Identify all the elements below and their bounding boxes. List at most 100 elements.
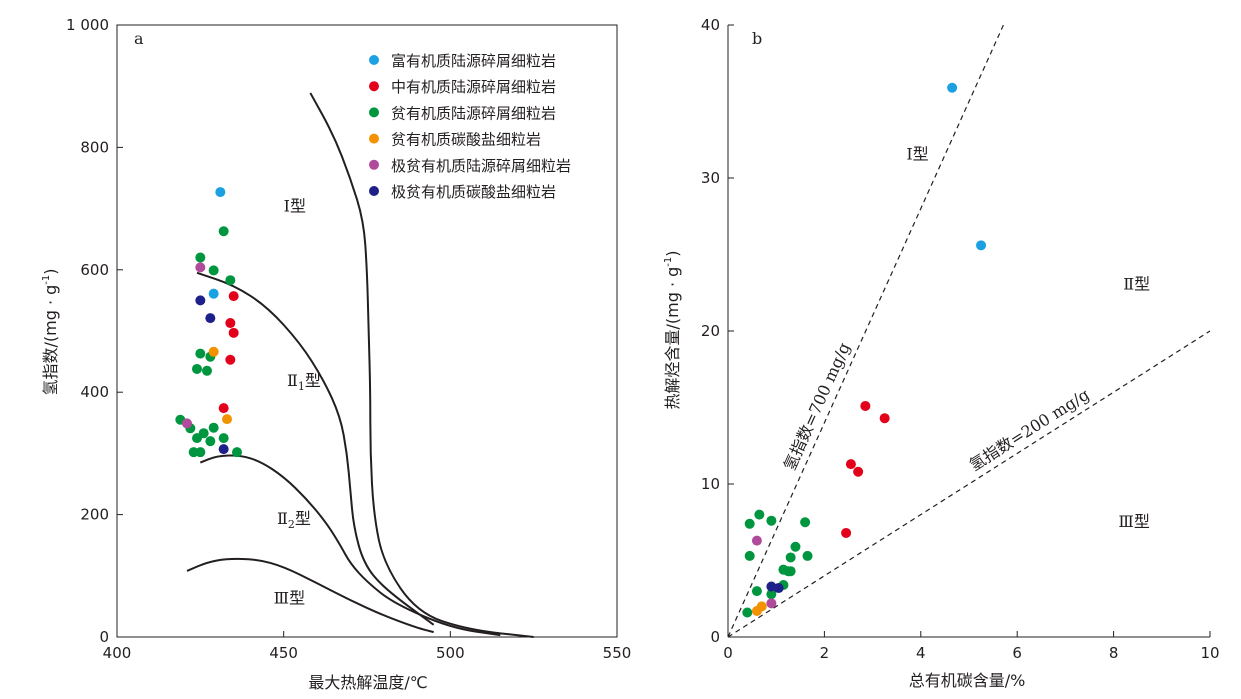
data-point	[222, 414, 232, 425]
panel-a-x-tick-label: 550	[603, 644, 632, 662]
data-point	[205, 436, 216, 447]
hi-line-label: 氢指数=700 mg/g	[780, 340, 854, 474]
data-point	[790, 541, 801, 552]
data-point	[766, 589, 777, 600]
data-point	[192, 363, 202, 374]
panel-a-letter: a	[134, 29, 144, 48]
panel-b-x-tick-label: 4	[916, 644, 926, 662]
legend-label: 贫有机质碳酸盐细粒岩	[391, 131, 541, 149]
panel-b-y-tick-label: 30	[701, 169, 720, 187]
legend: 富有机质陆源碎屑细粒岩中有机质陆源碎屑细粒岩贫有机质陆源碎屑细粒岩贫有机质碳酸盐…	[369, 52, 571, 201]
data-point	[208, 422, 219, 433]
data-point	[225, 275, 236, 286]
legend-marker	[369, 55, 379, 65]
panel-b-y-tick-label: 10	[701, 475, 720, 493]
data-point	[976, 240, 987, 251]
region-label: Ⅱ1型	[287, 371, 321, 393]
panel-a: a Ⅰ型 Ⅱ1型 Ⅱ2型 Ⅲ型 400 450 500 550 0 200 400 600 800 1 …	[41, 16, 631, 692]
data-point	[232, 447, 242, 458]
data-point	[228, 327, 239, 338]
panel-b-y-tick-label: 40	[701, 16, 720, 34]
panel-a-y-tick-label: 1 000	[66, 16, 109, 34]
legend-label: 贫有机质陆源碎屑细粒岩	[391, 104, 556, 122]
legend-marker	[369, 107, 379, 118]
region-label: Ⅱ型	[1123, 275, 1150, 294]
legend-label: 极贫有机质碳酸盐细粒岩	[391, 183, 556, 201]
panel-a-region-labels: Ⅰ型 Ⅱ1型 Ⅱ2型 Ⅲ型	[274, 197, 321, 608]
panel-b-x-tick-label: 6	[1012, 644, 1022, 662]
data-point	[182, 418, 192, 429]
panel-b: b 氢指数=700 mg/g 氢指数=200 mg/g Ⅰ型 Ⅱ型 Ⅲ型 0 2 4 6 8 1…	[663, 16, 1220, 690]
data-point	[215, 187, 226, 198]
panel-a-y-tick-label: 600	[80, 261, 109, 279]
data-point	[802, 550, 813, 561]
data-point	[742, 607, 753, 618]
data-point	[218, 403, 229, 414]
data-point	[218, 226, 229, 237]
data-point	[744, 550, 755, 561]
data-point	[853, 466, 864, 477]
panel-b-points	[742, 82, 987, 618]
panel-b-x-tick-label: 0	[723, 644, 733, 662]
data-point	[754, 509, 765, 520]
data-point	[205, 313, 216, 324]
panel-a-points	[175, 187, 242, 458]
data-point	[751, 535, 762, 546]
data-point	[208, 288, 219, 299]
data-point	[845, 459, 856, 470]
data-point	[751, 586, 762, 597]
data-point	[947, 82, 958, 93]
data-point	[879, 413, 890, 424]
data-point	[841, 527, 852, 538]
boundary-curve	[309, 92, 534, 638]
boundary-curve	[196, 271, 435, 626]
data-point	[218, 444, 229, 455]
panel-a-axes: 400 450 500 550 0 200 400 600 800 1 000	[66, 16, 631, 662]
panel-b-y-tick-label: 20	[701, 322, 720, 340]
legend-marker	[369, 133, 379, 144]
panel-a-y-tick-label: 800	[80, 138, 109, 156]
panel-a-x-axis-label: 最大热解温度/℃	[308, 673, 427, 692]
data-point	[208, 346, 219, 357]
hi-line	[727, 24, 1004, 638]
panel-b-x-axis-label: 总有机碳含量/%	[909, 671, 1026, 690]
data-point	[744, 518, 755, 529]
legend-label: 中有机质陆源碎屑细粒岩	[391, 78, 556, 96]
data-point	[202, 365, 212, 376]
legend-marker	[369, 186, 379, 196]
data-point	[228, 291, 239, 302]
data-point	[195, 262, 206, 273]
data-point	[783, 566, 794, 577]
panel-b-letter: b	[752, 29, 762, 48]
data-point	[225, 318, 236, 329]
data-point	[192, 433, 202, 444]
legend-marker	[369, 81, 379, 92]
panel-a-x-tick-label: 500	[436, 644, 465, 662]
region-label: Ⅲ型	[274, 588, 305, 607]
data-point	[195, 252, 206, 263]
panel-b-x-tick-label: 10	[1200, 644, 1219, 662]
panel-a-y-tick-label: 400	[80, 383, 109, 401]
panel-b-y-axis-label: 热解烃含量/(mg · g-1)	[663, 250, 682, 409]
panel-a-frame	[116, 24, 618, 638]
panel-a-boundaries	[186, 92, 534, 638]
panel-b-y-tick-label: 0	[710, 628, 720, 646]
data-point	[195, 348, 206, 359]
data-point	[225, 354, 236, 365]
data-point	[766, 515, 777, 526]
boundary-curve	[199, 454, 501, 637]
legend-marker	[369, 159, 379, 170]
region-label: Ⅲ型	[1118, 512, 1149, 531]
legend-label: 极贫有机质陆源碎屑细粒岩	[391, 157, 571, 175]
data-point	[773, 583, 784, 594]
panel-b-hi-lines: 氢指数=700 mg/g 氢指数=200 mg/g	[727, 24, 1211, 638]
data-point	[766, 598, 777, 609]
data-point	[751, 605, 762, 616]
data-point	[860, 400, 871, 411]
data-point	[800, 517, 811, 528]
region-label: Ⅰ型	[284, 197, 306, 216]
data-point	[195, 295, 206, 306]
data-point	[785, 552, 796, 563]
hi-line	[727, 330, 1211, 638]
